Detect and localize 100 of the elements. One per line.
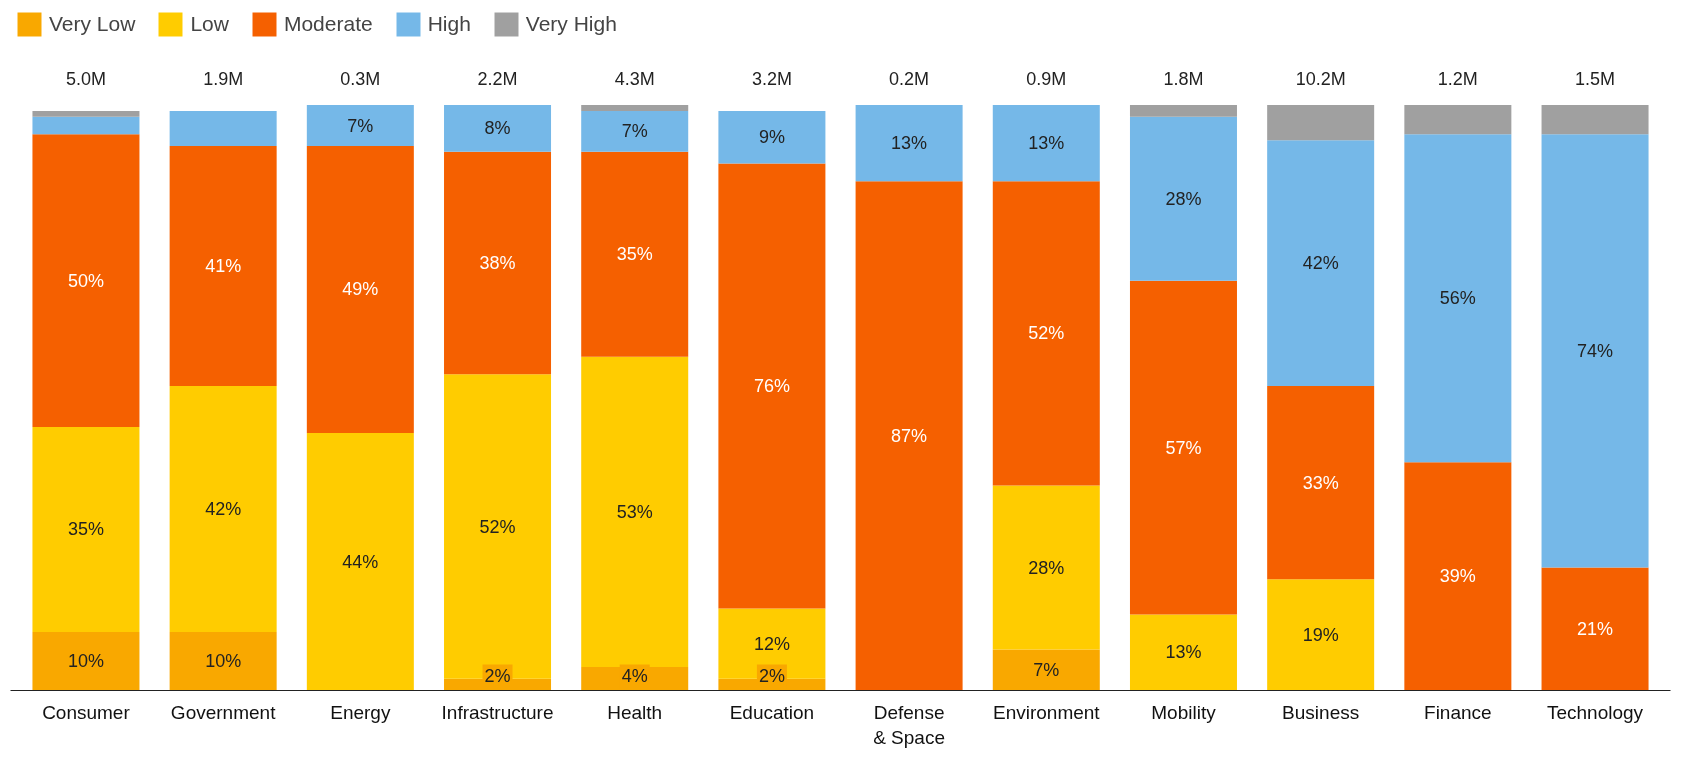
bar <box>444 151 552 375</box>
bar <box>1129 280 1237 615</box>
data-label: 10% <box>205 651 242 672</box>
bar <box>992 181 1100 486</box>
data-label: 7% <box>1033 660 1060 681</box>
bar <box>444 105 552 152</box>
legend-label: Very High <box>525 12 617 36</box>
data-label: 52% <box>1028 323 1065 344</box>
data-label: 7% <box>347 115 374 136</box>
bar <box>1541 567 1649 691</box>
text: 1.2M <box>1437 68 1478 89</box>
data-label: 2% <box>484 666 511 687</box>
bar <box>718 163 826 609</box>
data-label: 13% <box>1165 642 1202 663</box>
data-label: 13% <box>891 133 928 154</box>
x-tick-label: Technology <box>1546 701 1644 723</box>
bar <box>169 631 277 691</box>
data-label: 53% <box>616 501 653 522</box>
x-tick-label: Energy <box>330 701 391 723</box>
bar <box>169 146 277 387</box>
x-tick-label: Infrastructure <box>441 701 554 723</box>
bar <box>1404 134 1512 463</box>
data-label: 87% <box>891 425 928 446</box>
bar <box>1129 105 1237 117</box>
data-label: 21% <box>1577 619 1614 640</box>
bar <box>32 134 140 428</box>
legend-label: Moderate <box>283 12 373 36</box>
bar <box>306 105 414 147</box>
bar <box>32 110 140 117</box>
data-label: 10% <box>67 651 104 672</box>
data-label: 12% <box>753 633 790 654</box>
data-label: 28% <box>1165 188 1202 209</box>
text: 1.9M <box>203 68 244 89</box>
text: 4.3M <box>614 68 655 89</box>
bar <box>718 110 826 164</box>
data-label: 42% <box>1302 253 1339 274</box>
data-label: 76% <box>753 376 790 397</box>
text: 5.0M <box>65 68 106 89</box>
data-label: 52% <box>479 516 516 537</box>
data-label: 57% <box>1165 437 1202 458</box>
x-tick-label: Defense & Space <box>873 701 946 748</box>
data-label: 33% <box>1302 472 1339 493</box>
data-label: 50% <box>67 270 104 291</box>
bar <box>992 649 1100 691</box>
text: 10.2M <box>1295 68 1346 89</box>
text: 0.3M <box>340 68 381 89</box>
bar <box>1129 614 1237 691</box>
bar <box>32 116 140 135</box>
text: 3.2M <box>751 68 792 89</box>
data-label: 39% <box>1439 566 1476 587</box>
data-label: 38% <box>479 253 516 274</box>
data-label: 13% <box>1028 133 1065 154</box>
legend-label: Very Low <box>49 12 136 36</box>
x-tick-label: Business <box>1282 701 1360 723</box>
text: 1.8M <box>1163 68 1204 89</box>
data-label: 42% <box>205 499 242 519</box>
bar <box>992 485 1100 650</box>
bar <box>169 110 277 147</box>
bar <box>32 631 140 691</box>
bar <box>992 105 1100 182</box>
x-tick-label: Government <box>170 701 277 723</box>
data-label: 74% <box>1577 340 1614 361</box>
x-tick-label: Mobility <box>1151 701 1217 723</box>
x-tick-label: Education <box>729 701 815 723</box>
text: 2.2M <box>477 68 518 89</box>
text: 0.2M <box>889 68 930 89</box>
data-label: 56% <box>1439 288 1476 309</box>
bar <box>581 151 689 357</box>
data-label: 19% <box>1302 624 1339 645</box>
bar <box>1267 105 1375 141</box>
legend-label: Low <box>190 12 229 36</box>
text: 1.5M <box>1575 68 1616 89</box>
data-label: 41% <box>205 256 242 277</box>
data-label: 2% <box>758 666 785 687</box>
bar <box>855 105 963 182</box>
bar <box>855 181 963 691</box>
bar <box>169 386 277 632</box>
bar <box>1404 462 1512 691</box>
data-label: 49% <box>342 279 379 300</box>
data-label: 9% <box>758 127 785 148</box>
bar <box>1404 105 1512 135</box>
bar <box>1129 116 1237 281</box>
bar <box>1267 579 1375 691</box>
bar <box>1267 386 1375 580</box>
bar <box>1267 140 1375 387</box>
x-tick-label: Health <box>607 701 663 723</box>
bar <box>306 432 414 691</box>
data-label: 4% <box>621 666 648 687</box>
bar <box>581 110 689 152</box>
bar <box>1541 105 1649 135</box>
legend-label: High <box>427 12 471 36</box>
data-label: 7% <box>621 121 648 142</box>
x-tick-label: Consumer <box>42 701 131 723</box>
bar <box>306 146 414 433</box>
data-label: 28% <box>1028 557 1065 578</box>
text: 0.9M <box>1026 68 1067 89</box>
bar <box>32 427 140 632</box>
bar <box>581 356 689 668</box>
data-label: 44% <box>342 551 379 572</box>
data-label: 35% <box>67 519 104 540</box>
